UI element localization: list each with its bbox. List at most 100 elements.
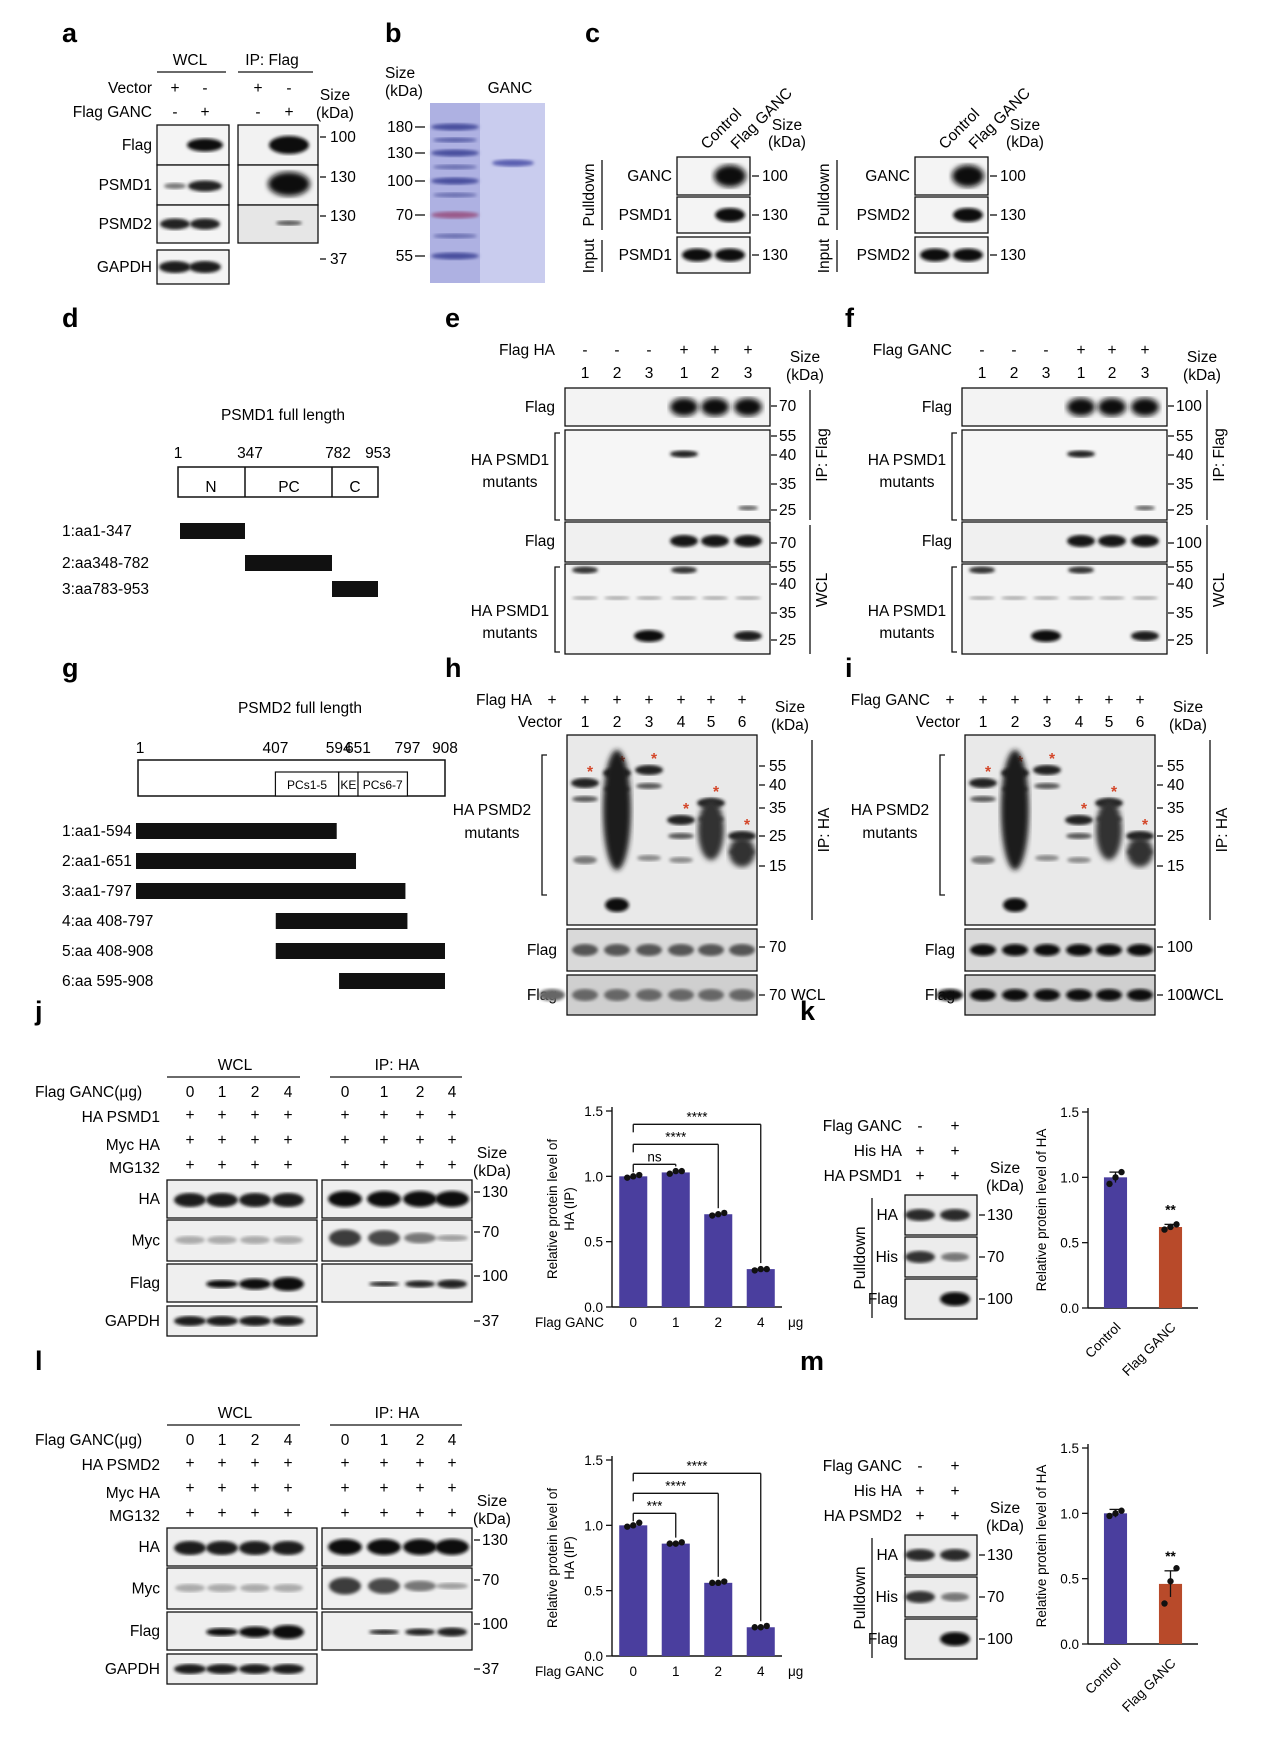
header-wcl: WCL — [173, 52, 208, 69]
sign: + — [1107, 342, 1116, 359]
marker-label: 130 — [482, 1184, 508, 1201]
kda-label: (kDa) — [771, 717, 809, 734]
blot-band — [670, 450, 698, 458]
significance-label: *** — [647, 1498, 664, 1513]
sign: + — [950, 1143, 959, 1160]
sign: + — [185, 1132, 194, 1149]
blot-band — [206, 1541, 238, 1555]
blot-band — [1131, 398, 1159, 416]
lane-number: 2 — [711, 365, 720, 382]
sign: + — [1140, 342, 1149, 359]
bar — [1103, 1513, 1128, 1644]
blot-band — [701, 535, 729, 547]
vector-label: Vector — [518, 714, 562, 731]
blot-band — [1001, 596, 1027, 600]
chart-k: 0.0 0.5 1.0 1.5 Relative protein level of HA … — [535, 1453, 803, 1679]
blot-band — [433, 164, 477, 170]
side-label-pulldown: Pulldown — [581, 164, 598, 227]
side-label-input: Input — [581, 238, 598, 273]
chart-l: 0.0 0.5 1.0 1.5 Relative protein level of HA… — [1034, 1105, 1198, 1379]
blot-band — [905, 1251, 935, 1263]
blot-band — [175, 1584, 205, 1592]
lane-number: 3 — [1141, 365, 1150, 382]
blot-band — [206, 1664, 238, 1674]
blot-band — [435, 1191, 469, 1207]
blot-label: mutants — [464, 825, 519, 842]
blot-band — [1067, 857, 1091, 863]
mutant-bar — [180, 523, 245, 539]
bracket — [951, 566, 957, 653]
blot-band — [190, 218, 220, 230]
blot-band — [436, 1234, 468, 1242]
blot-band — [492, 159, 534, 167]
marker-label: 100 — [1176, 535, 1202, 552]
domain-label: KE — [340, 778, 356, 792]
blot-band — [1003, 898, 1027, 912]
marker-label: 55 — [769, 758, 786, 775]
blot-frame — [961, 563, 1168, 655]
sign: + — [170, 80, 179, 97]
data-point — [672, 1167, 679, 1175]
x-tick-label: 4 — [757, 1664, 765, 1679]
blot-label: GAPDH — [97, 259, 152, 276]
blot-band — [187, 138, 223, 152]
data-point — [751, 1624, 758, 1631]
side-label-input: Input — [816, 238, 833, 273]
diagram-title: PSMD2 full length — [238, 700, 362, 717]
blot-band — [603, 750, 631, 870]
blot-band — [175, 1236, 205, 1244]
marker-label: 25 — [1176, 502, 1193, 519]
sign: + — [415, 1157, 424, 1174]
header-ip: IP: HA — [375, 1405, 420, 1422]
sign: + — [1010, 692, 1019, 709]
marker-label: 100 — [1167, 939, 1193, 956]
blot-band — [206, 1316, 238, 1326]
bracket — [939, 754, 945, 896]
row-label: HA PSMD2 — [82, 1457, 160, 1474]
dose-label: 1 — [218, 1432, 227, 1449]
marker-label: 100 — [330, 129, 356, 146]
star-marker: * — [744, 817, 751, 834]
x-tick-label: Control — [1082, 1320, 1123, 1361]
side-label-wcl: WCL — [791, 987, 826, 1004]
bracket — [554, 432, 560, 521]
blot-band — [1099, 596, 1125, 600]
bar — [619, 1525, 648, 1656]
sign: + — [340, 1157, 349, 1174]
blot-band — [1096, 800, 1122, 860]
blot-band — [1033, 765, 1061, 775]
lane-number: 2 — [613, 714, 622, 731]
blot-band — [433, 233, 477, 239]
blot-band — [272, 1664, 304, 1674]
panel-b: Size(kDa) GANC 180 130 100 70 55 — [385, 65, 545, 283]
x-tick-label: 1 — [672, 1315, 680, 1330]
lane-number: 6 — [738, 714, 747, 731]
panel-label: a — [62, 18, 78, 48]
sign: + — [217, 1455, 226, 1472]
marker-label: 70 — [987, 1249, 1005, 1266]
blot-label: HA — [138, 1539, 160, 1556]
x-tick-label: 0 — [629, 1315, 637, 1330]
marker-label: 35 — [1176, 605, 1193, 622]
kda-label: (kDa) — [473, 1163, 511, 1180]
x-tick-label: 2 — [714, 1315, 722, 1330]
data-point — [1118, 1507, 1125, 1514]
header-ip: IP: HA — [375, 1057, 420, 1074]
sign: + — [185, 1107, 194, 1124]
sign: + — [915, 1508, 924, 1525]
blot-label: HA — [138, 1191, 160, 1208]
blot-label: Myc — [132, 1233, 161, 1250]
marker-label: 130 — [482, 1532, 508, 1549]
panel-label: g — [62, 653, 79, 683]
sign: - — [646, 342, 651, 359]
y-tick-label: 1.0 — [1060, 1506, 1079, 1521]
blot-band — [328, 1539, 362, 1555]
sign: - — [979, 342, 984, 359]
sign: - — [172, 104, 177, 121]
sign: + — [950, 1483, 959, 1500]
marker-label: 70 — [482, 1572, 500, 1589]
blot-label: Flag — [130, 1623, 160, 1640]
blot-band — [1066, 833, 1092, 839]
